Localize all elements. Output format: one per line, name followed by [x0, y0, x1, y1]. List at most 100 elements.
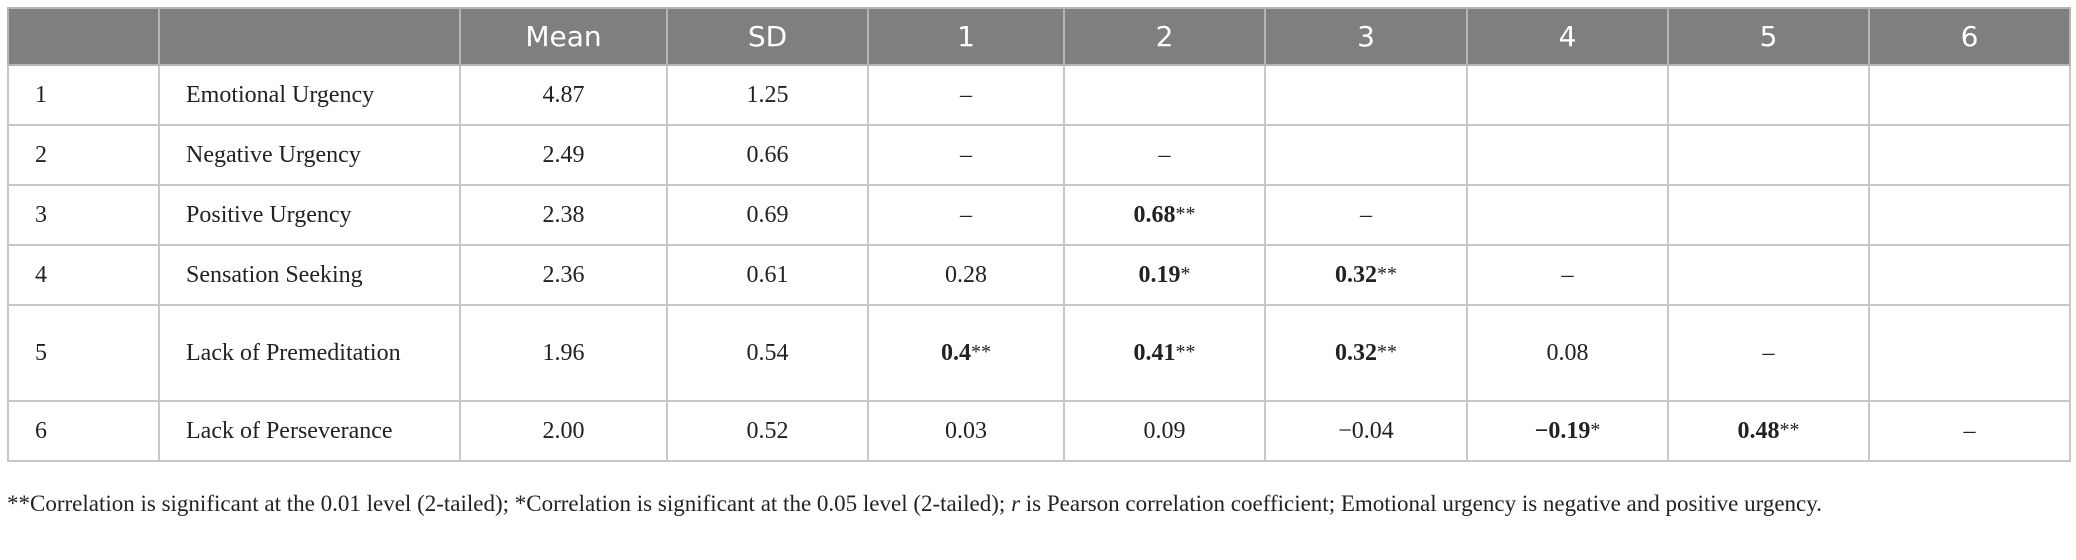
table-cell: 4 — [7, 244, 160, 306]
table-cell: 0.52 — [666, 400, 869, 462]
header-cell — [158, 7, 461, 66]
table-cell — [1466, 64, 1669, 126]
table-cell — [1264, 64, 1468, 126]
table-row: 5 Lack of Premeditation 1.96 0.54 0.4** 0.41*… — [7, 304, 2071, 402]
significance-mark: ** — [1377, 340, 1397, 363]
significance-mark: ** — [1175, 340, 1196, 363]
table-cell — [1667, 64, 1870, 126]
table-cell: 0.19* — [1063, 244, 1266, 306]
table-cell: 0.28 — [867, 244, 1065, 306]
table-cell — [1868, 64, 2071, 126]
significance-mark: ** — [1175, 202, 1196, 225]
table-cell: – — [867, 64, 1065, 126]
table-row: 3 Positive Urgency 2.38 0.69–0.68** – — [7, 184, 2071, 246]
cell-value: 0.19 — [1138, 261, 1181, 288]
cell-value: 0.48 — [1737, 417, 1780, 444]
table-cell: 0.32** — [1264, 244, 1468, 306]
table-cell: 6 — [7, 400, 160, 462]
table-cell: 0.48** — [1667, 400, 1870, 462]
table-cell: 4.87 — [459, 64, 668, 126]
header-cell: 1 — [867, 7, 1065, 66]
table-cell — [1868, 304, 2071, 402]
table-cell: 0.68** — [1063, 184, 1266, 246]
table-row: 4 Sensation Seeking 2.36 0.61 0.28 0.19* 0.32*… — [7, 244, 2071, 306]
table-cell: – — [1264, 184, 1468, 246]
table-cell: 0.03 — [867, 400, 1065, 462]
table-cell: 0.32** — [1264, 304, 1468, 402]
table-row: 2 Negative Urgency 2.49 0.66– – — [7, 124, 2071, 186]
table-cell: Lack of Perseverance — [158, 400, 461, 462]
table-cell: −0.04 — [1264, 400, 1468, 462]
table-cell — [1868, 244, 2071, 306]
header-cell: 3 — [1264, 7, 1468, 66]
table-cell: 1.25 — [666, 64, 869, 126]
table-cell: Sensation Seeking — [158, 244, 461, 306]
table-cell — [1466, 124, 1669, 186]
footnote-text: **Correlation is significant at the 0.01… — [7, 491, 1012, 516]
significance-mark: ** — [1377, 262, 1397, 285]
table-cell — [1667, 184, 1870, 246]
cell-value: −0.19 — [1534, 417, 1591, 444]
table-cell: – — [1063, 124, 1266, 186]
table-cell: 1 — [7, 64, 160, 126]
header-cell — [7, 7, 160, 66]
table-cell — [1868, 184, 2071, 246]
significance-mark: * — [1180, 262, 1191, 285]
table-cell: −0.19* — [1466, 400, 1669, 462]
table-cell: Emotional Urgency — [158, 64, 461, 126]
footnote: **Correlation is significant at the 0.01… — [7, 486, 2067, 521]
table-cell: 2.38 — [459, 184, 668, 246]
table-cell: 1.96 — [459, 304, 668, 402]
table-cell: 2 — [7, 124, 160, 186]
table-cell — [1667, 244, 1870, 306]
header-cell: 2 — [1063, 7, 1266, 66]
table-cell — [1466, 184, 1669, 246]
significance-mark: ** — [971, 340, 991, 363]
correlation-table: Mean SD 1 2 3 4 5 6 1 Emotional Urgency 4.87 1.25–… — [7, 7, 2071, 462]
table-cell: 0.61 — [666, 244, 869, 306]
table-body: 1 Emotional Urgency 4.87 1.25–2 Negative Urg… — [7, 64, 2071, 462]
cell-value: 0.68 — [1133, 201, 1176, 228]
significance-mark: * — [1590, 418, 1601, 441]
table-cell: 0.54 — [666, 304, 869, 402]
header-row: Mean SD 1 2 3 4 5 6 — [7, 7, 2071, 66]
table-cell: 0.09 — [1063, 400, 1266, 462]
table-cell: 0.69 — [666, 184, 869, 246]
table-cell: – — [1466, 244, 1669, 306]
header-cell: 4 — [1466, 7, 1669, 66]
significance-mark: ** — [1779, 418, 1800, 441]
table-cell: 3 — [7, 184, 160, 246]
table-cell: – — [1868, 400, 2071, 462]
footnote-text: is Pearson correlation coefficient; Emot… — [1020, 491, 1823, 516]
table-cell: Positive Urgency — [158, 184, 461, 246]
table-row: 1 Emotional Urgency 4.87 1.25– — [7, 64, 2071, 126]
table-cell: 0.4** — [867, 304, 1065, 402]
table-cell: Negative Urgency — [158, 124, 461, 186]
header-cell: 5 — [1667, 7, 1870, 66]
cell-value: 0.32 — [1335, 261, 1377, 288]
header-cell: 6 — [1868, 7, 2071, 66]
header-cell: Mean — [459, 7, 668, 66]
table-cell: 2.00 — [459, 400, 668, 462]
cell-value: 0.41 — [1133, 339, 1176, 366]
table-cell: 2.36 — [459, 244, 668, 306]
table-cell — [1868, 124, 2071, 186]
cell-value: 0.4 — [941, 339, 971, 366]
table-cell: 2.49 — [459, 124, 668, 186]
table-row: 6 Lack of Perseverance 2.00 0.52 0.03 0.09 −0.… — [7, 400, 2071, 462]
table-cell: 5 — [7, 304, 160, 402]
header-cell: SD — [666, 7, 869, 66]
table-cell — [1063, 64, 1266, 126]
cell-value: 0.32 — [1335, 339, 1377, 366]
table-cell — [1667, 124, 1870, 186]
table-cell — [1264, 124, 1468, 186]
table-cell: – — [867, 124, 1065, 186]
table-cell: 0.08 — [1466, 304, 1669, 402]
table-cell: – — [1667, 304, 1870, 402]
table-cell: 0.41** — [1063, 304, 1266, 402]
table-cell: – — [867, 184, 1065, 246]
table-cell: 0.66 — [666, 124, 869, 186]
footnote-text: r — [1011, 491, 1021, 516]
table-cell: Lack of Premeditation — [158, 304, 461, 402]
